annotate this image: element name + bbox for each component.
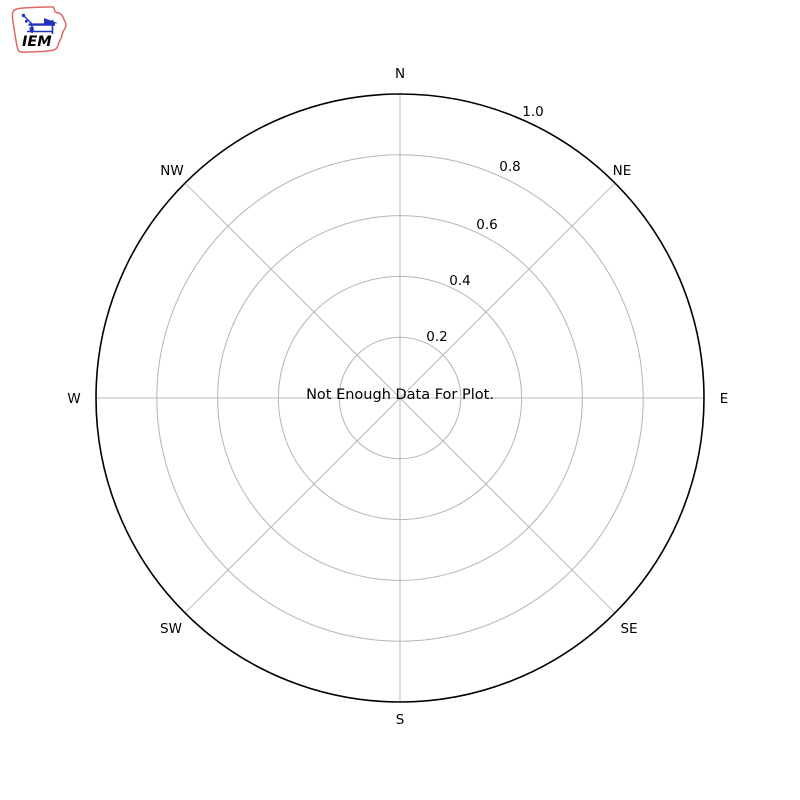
iem-logo-svg: IEM bbox=[11, 6, 67, 53]
radial-tick-1.0: 1.0 bbox=[522, 104, 543, 120]
compass-label-nw: NW bbox=[160, 163, 183, 179]
radial-tick-0.8: 0.8 bbox=[499, 159, 520, 175]
angular-gridlines bbox=[96, 94, 704, 702]
compass-label-n: N bbox=[395, 66, 405, 82]
outer-ring bbox=[95, 93, 705, 703]
iem-wordmark: IEM bbox=[22, 34, 52, 50]
compass-label-sw: SW bbox=[160, 621, 182, 637]
radial-tick-labels: 0.2 0.4 0.6 0.8 1.0 bbox=[426, 104, 543, 345]
radial-tick-0.4: 0.4 bbox=[449, 273, 470, 289]
compass-label-e: E bbox=[720, 391, 729, 407]
no-data-message: Not Enough Data For Plot. bbox=[306, 387, 494, 403]
compass-labels: N NE E SE S SW W NW bbox=[67, 66, 728, 728]
compass-label-se: SE bbox=[620, 621, 637, 637]
iowa-outline-icon bbox=[11, 6, 67, 53]
spoke-NW-SE bbox=[184, 182, 616, 614]
compass-label-w: W bbox=[67, 391, 80, 407]
radial-tick-0.2: 0.2 bbox=[426, 329, 447, 345]
compass-label-s: S bbox=[396, 712, 405, 728]
iem-logo[interactable]: IEM bbox=[8, 4, 72, 56]
anemometer-icon bbox=[21, 13, 58, 34]
radial-tick-0.6: 0.6 bbox=[476, 217, 497, 233]
compass-label-ne: NE bbox=[613, 163, 632, 179]
